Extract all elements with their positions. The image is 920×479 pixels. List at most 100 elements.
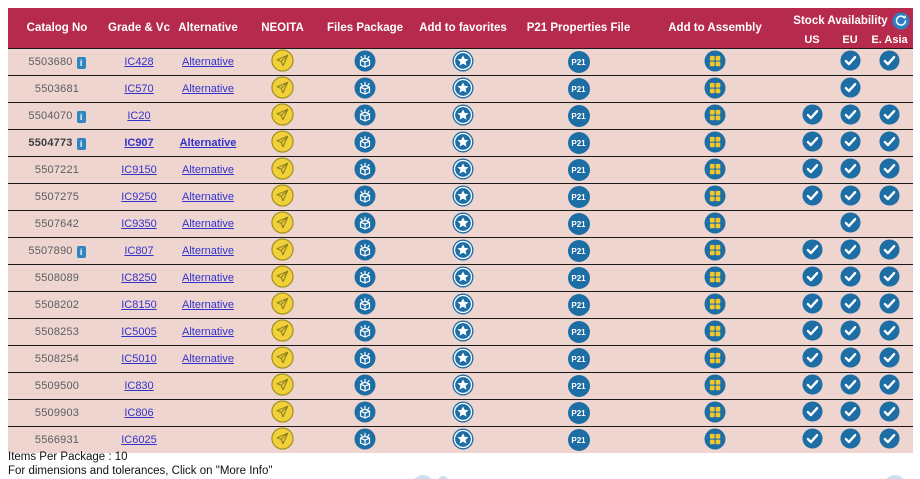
grade-link[interactable]: IC806	[124, 407, 154, 419]
files-package-icon[interactable]	[354, 104, 376, 126]
files-package-icon[interactable]	[354, 428, 376, 450]
neoita-send-icon[interactable]	[271, 427, 294, 450]
alternative-link[interactable]: Alternative	[182, 245, 234, 257]
add-to-assembly-icon[interactable]	[704, 401, 726, 423]
neoita-send-icon[interactable]	[271, 49, 294, 72]
p21-properties-file-icon[interactable]: P21	[567, 213, 590, 235]
add-to-favorites-star-icon[interactable]	[452, 374, 474, 396]
files-package-icon[interactable]	[354, 347, 376, 369]
files-package-icon[interactable]	[354, 266, 376, 288]
grade-link[interactable]: IC8250	[121, 272, 157, 284]
add-to-favorites-star-icon[interactable]	[452, 158, 474, 180]
files-package-icon[interactable]	[354, 320, 376, 342]
files-package-icon[interactable]	[354, 50, 376, 72]
grade-link[interactable]: IC9150	[121, 164, 157, 176]
alternative-link[interactable]: Alternative	[182, 191, 234, 203]
files-package-icon[interactable]	[354, 374, 376, 396]
grade-link[interactable]: IC830	[124, 380, 154, 392]
add-to-favorites-star-icon[interactable]	[452, 428, 474, 450]
add-to-assembly-icon[interactable]	[704, 77, 726, 99]
files-package-icon[interactable]	[354, 185, 376, 207]
neoita-send-icon[interactable]	[271, 103, 294, 126]
grade-link[interactable]: IC20	[127, 110, 151, 122]
alternative-link[interactable]: Alternative	[182, 83, 234, 95]
neoita-send-icon[interactable]	[271, 184, 294, 207]
grade-link[interactable]: IC428	[124, 56, 154, 68]
files-package-icon[interactable]	[354, 212, 376, 234]
neoita-send-icon[interactable]	[271, 265, 294, 288]
add-to-assembly-icon[interactable]	[704, 104, 726, 126]
p21-properties-file-icon[interactable]: P21	[567, 159, 590, 181]
add-to-assembly-icon[interactable]	[704, 50, 726, 72]
p21-properties-file-icon[interactable]: P21	[567, 51, 590, 73]
neoita-send-icon[interactable]	[271, 157, 294, 180]
alternative-link[interactable]: Alternative	[182, 326, 234, 338]
neoita-send-icon[interactable]	[271, 346, 294, 369]
neoita-send-icon[interactable]	[271, 76, 294, 99]
info-icon[interactable]: i	[76, 56, 86, 69]
add-to-assembly-icon[interactable]	[704, 185, 726, 207]
files-package-icon[interactable]	[354, 158, 376, 180]
add-to-favorites-star-icon[interactable]	[452, 320, 474, 342]
neoita-send-icon[interactable]	[271, 319, 294, 342]
files-package-icon[interactable]	[354, 293, 376, 315]
alternative-link[interactable]: Alternative	[182, 272, 234, 284]
alternative-link[interactable]: Alternative	[182, 164, 234, 176]
p21-properties-file-icon[interactable]: P21	[567, 132, 590, 154]
add-to-assembly-icon[interactable]	[704, 428, 726, 450]
add-to-favorites-star-icon[interactable]	[452, 347, 474, 369]
files-package-icon[interactable]	[354, 401, 376, 423]
files-package-icon[interactable]	[354, 239, 376, 261]
add-to-assembly-icon[interactable]	[704, 239, 726, 261]
add-to-assembly-icon[interactable]	[704, 320, 726, 342]
add-to-assembly-icon[interactable]	[704, 374, 726, 396]
alternative-link[interactable]: Alternative	[182, 56, 234, 68]
p21-properties-file-icon[interactable]: P21	[567, 105, 590, 127]
grade-link[interactable]: IC570	[124, 83, 154, 95]
files-package-icon[interactable]	[354, 131, 376, 153]
add-to-favorites-star-icon[interactable]	[452, 77, 474, 99]
neoita-send-icon[interactable]	[271, 400, 294, 423]
p21-properties-file-icon[interactable]: P21	[567, 186, 590, 208]
p21-properties-file-icon[interactable]: P21	[567, 348, 590, 370]
add-to-assembly-icon[interactable]	[704, 131, 726, 153]
grade-link[interactable]: IC5005	[121, 326, 157, 338]
alternative-link[interactable]: Alternative	[182, 218, 234, 230]
add-to-favorites-star-icon[interactable]	[452, 401, 474, 423]
add-to-assembly-icon[interactable]	[704, 347, 726, 369]
info-icon[interactable]: i	[76, 245, 86, 258]
add-to-assembly-icon[interactable]	[704, 293, 726, 315]
p21-properties-file-icon[interactable]: P21	[567, 267, 590, 289]
grade-link[interactable]: IC9250	[121, 191, 157, 203]
add-to-favorites-star-icon[interactable]	[452, 212, 474, 234]
neoita-send-icon[interactable]	[271, 373, 294, 396]
add-to-favorites-star-icon[interactable]	[452, 239, 474, 261]
add-to-assembly-icon[interactable]	[704, 212, 726, 234]
p21-properties-file-icon[interactable]: P21	[567, 78, 590, 100]
alternative-link[interactable]: Alternative	[179, 137, 237, 149]
p21-properties-file-icon[interactable]: P21	[567, 321, 590, 343]
files-package-icon[interactable]	[354, 77, 376, 99]
p21-properties-file-icon[interactable]: P21	[567, 402, 590, 424]
p21-properties-file-icon[interactable]: P21	[567, 429, 590, 451]
neoita-send-icon[interactable]	[271, 211, 294, 234]
add-to-favorites-star-icon[interactable]	[452, 131, 474, 153]
grade-link[interactable]: IC5010	[121, 353, 157, 365]
refresh-icon[interactable]	[892, 12, 910, 30]
p21-properties-file-icon[interactable]: P21	[567, 375, 590, 397]
neoita-send-icon[interactable]	[271, 238, 294, 261]
add-to-favorites-star-icon[interactable]	[452, 104, 474, 126]
grade-link[interactable]: IC6025	[121, 434, 157, 446]
p21-properties-file-icon[interactable]: P21	[567, 294, 590, 316]
neoita-send-icon[interactable]	[271, 130, 294, 153]
p21-properties-file-icon[interactable]: P21	[567, 240, 590, 262]
add-to-favorites-star-icon[interactable]	[452, 185, 474, 207]
info-icon[interactable]: i	[76, 137, 86, 150]
grade-link[interactable]: IC807	[124, 245, 154, 257]
grade-link[interactable]: IC9350	[121, 218, 157, 230]
neoita-send-icon[interactable]	[271, 292, 294, 315]
info-icon[interactable]: i	[76, 110, 86, 123]
alternative-link[interactable]: Alternative	[182, 299, 234, 311]
grade-link[interactable]: IC8150	[121, 299, 157, 311]
add-to-favorites-star-icon[interactable]	[452, 50, 474, 72]
